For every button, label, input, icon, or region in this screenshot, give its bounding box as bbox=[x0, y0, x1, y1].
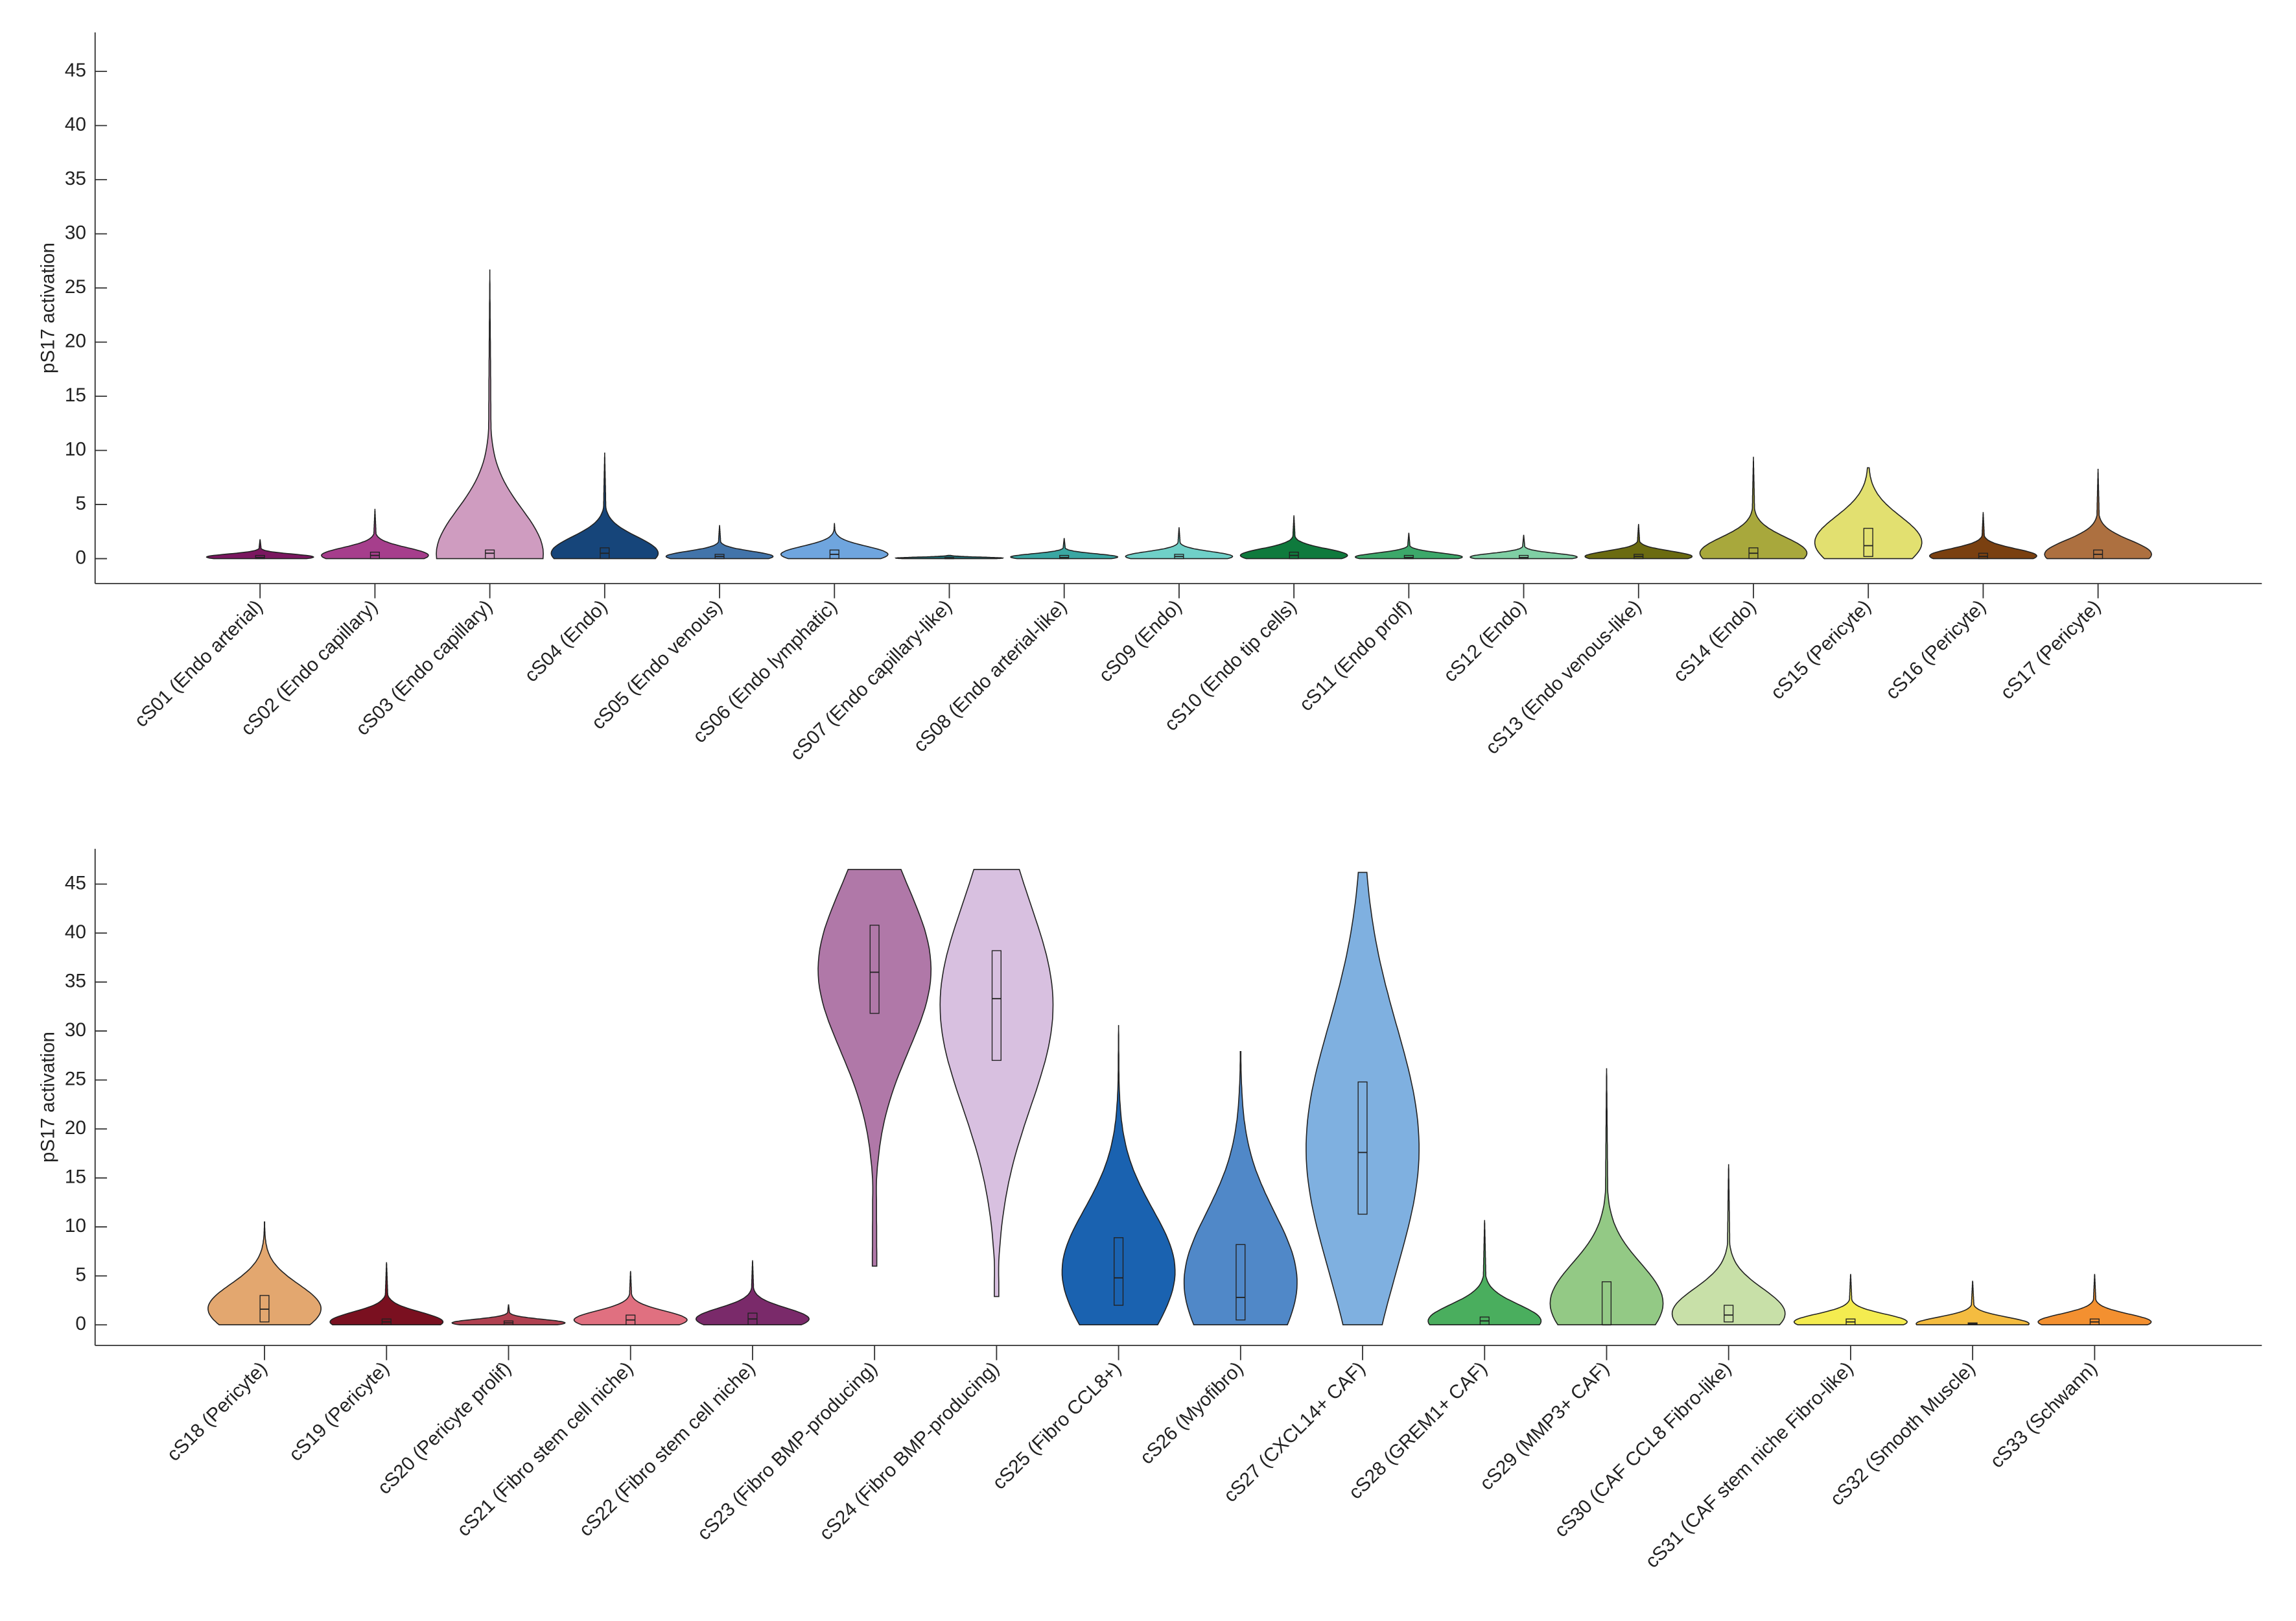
x-tick-label: cS26 (Myofibro) bbox=[1136, 1358, 1247, 1469]
y-tick-label: 20 bbox=[65, 331, 86, 352]
x-tick-label: cS14 (Endo) bbox=[1669, 596, 1761, 686]
violin bbox=[1183, 1051, 1298, 1325]
x-tick-label: cS19 (Pericyte) bbox=[285, 1358, 393, 1465]
y-tick-label: 0 bbox=[75, 547, 86, 569]
y-tick-label: 30 bbox=[65, 222, 86, 244]
y-tick-label: 20 bbox=[65, 1117, 86, 1139]
y-tick-label: 5 bbox=[75, 1264, 86, 1286]
y-tick-label: 0 bbox=[75, 1313, 86, 1334]
violin bbox=[207, 1221, 322, 1325]
violin bbox=[1584, 524, 1693, 560]
violin bbox=[1239, 515, 1348, 560]
iqr-box bbox=[1236, 1244, 1246, 1321]
iqr-box bbox=[869, 925, 880, 1014]
x-tick-label: cS01 (Endo arterial) bbox=[130, 596, 267, 731]
violin bbox=[1061, 1024, 1176, 1325]
x-tick-label: cS12 (Endo) bbox=[1440, 596, 1531, 686]
violin bbox=[1929, 512, 2037, 560]
y-axis-label: pS17 activation bbox=[37, 243, 58, 373]
violin bbox=[451, 1304, 566, 1325]
x-tick-label: cS28 (GREM1+ CAF) bbox=[1344, 1358, 1491, 1504]
violin bbox=[1549, 1068, 1664, 1325]
y-tick-label: 40 bbox=[65, 921, 86, 943]
y-tick-label: 45 bbox=[65, 872, 86, 893]
x-tick-label: cS17 (Pericyte) bbox=[1997, 596, 2105, 704]
violin bbox=[696, 1260, 810, 1325]
violin bbox=[780, 523, 889, 560]
x-tick-label: cS15 (Pericyte) bbox=[1766, 596, 1875, 704]
violin bbox=[817, 869, 932, 1267]
x-tick-label: cS29 (MMP3+ CAF) bbox=[1476, 1358, 1613, 1495]
x-tick-label: cS18 (Pericyte) bbox=[163, 1358, 271, 1465]
violin bbox=[1814, 467, 1923, 560]
violin bbox=[329, 1262, 444, 1325]
violin bbox=[1915, 1281, 2030, 1325]
violin bbox=[2044, 468, 2152, 560]
y-axis-label: pS17 activation bbox=[37, 1032, 58, 1163]
y-tick-label: 35 bbox=[65, 168, 86, 189]
violin bbox=[205, 539, 314, 560]
violin bbox=[1125, 527, 1234, 560]
violin bbox=[573, 1271, 688, 1325]
x-tick-label: cS05 (Endo venous) bbox=[587, 596, 726, 733]
iqr-box bbox=[1114, 1237, 1124, 1306]
violin bbox=[939, 869, 1054, 1297]
violin bbox=[1010, 538, 1119, 560]
y-tick-label: 15 bbox=[65, 1166, 86, 1188]
violin bbox=[1699, 456, 1808, 560]
violin bbox=[1427, 1220, 1542, 1325]
violin bbox=[1306, 871, 1420, 1325]
y-tick-label: 40 bbox=[65, 114, 86, 136]
x-tick-label: cS11 (Endo prolf) bbox=[1295, 596, 1416, 715]
x-tick-label: cS20 (Pericyte prolif) bbox=[373, 1358, 515, 1498]
x-tick-label: cS33 (Schwann) bbox=[1986, 1358, 2102, 1472]
iqr-box bbox=[1863, 528, 1873, 557]
y-tick-label: 10 bbox=[65, 1215, 86, 1236]
violin bbox=[550, 452, 659, 560]
y-tick-label: 30 bbox=[65, 1019, 86, 1041]
iqr-box bbox=[485, 549, 495, 560]
violin bbox=[1794, 1273, 1908, 1325]
violin bbox=[895, 554, 1004, 560]
y-tick-label: 25 bbox=[65, 276, 86, 298]
y-tick-label: 15 bbox=[65, 385, 86, 406]
iqr-box bbox=[1357, 1081, 1368, 1215]
x-tick-label: cS10 (Endo tip cells) bbox=[1160, 596, 1301, 735]
violin bbox=[1671, 1164, 1786, 1325]
violin bbox=[2037, 1273, 2152, 1325]
x-tick-label: cS31 (CAF stem niche Fibro-like) bbox=[1641, 1358, 1858, 1572]
x-tick-label: cS27 (CXCL14+ CAF) bbox=[1219, 1358, 1369, 1506]
violin bbox=[1469, 534, 1578, 560]
y-tick-label: 35 bbox=[65, 970, 86, 991]
violin bbox=[665, 525, 774, 560]
y-tick-label: 10 bbox=[65, 439, 86, 460]
y-tick-label: 25 bbox=[65, 1069, 86, 1090]
iqr-box bbox=[1724, 1305, 1734, 1323]
violin bbox=[321, 508, 429, 560]
x-tick-label: cS25 (Fibro CCL8+) bbox=[989, 1358, 1125, 1493]
violin bbox=[436, 269, 544, 560]
x-tick-label: cS09 (Endo) bbox=[1095, 596, 1186, 686]
iqr-box bbox=[991, 950, 1002, 1061]
x-tick-label: cS16 (Pericyte) bbox=[1882, 596, 1990, 704]
y-tick-label: 45 bbox=[65, 60, 86, 81]
x-tick-label: cS04 (Endo) bbox=[521, 596, 612, 686]
y-tick-label: 5 bbox=[75, 493, 86, 514]
violin bbox=[1354, 532, 1463, 560]
